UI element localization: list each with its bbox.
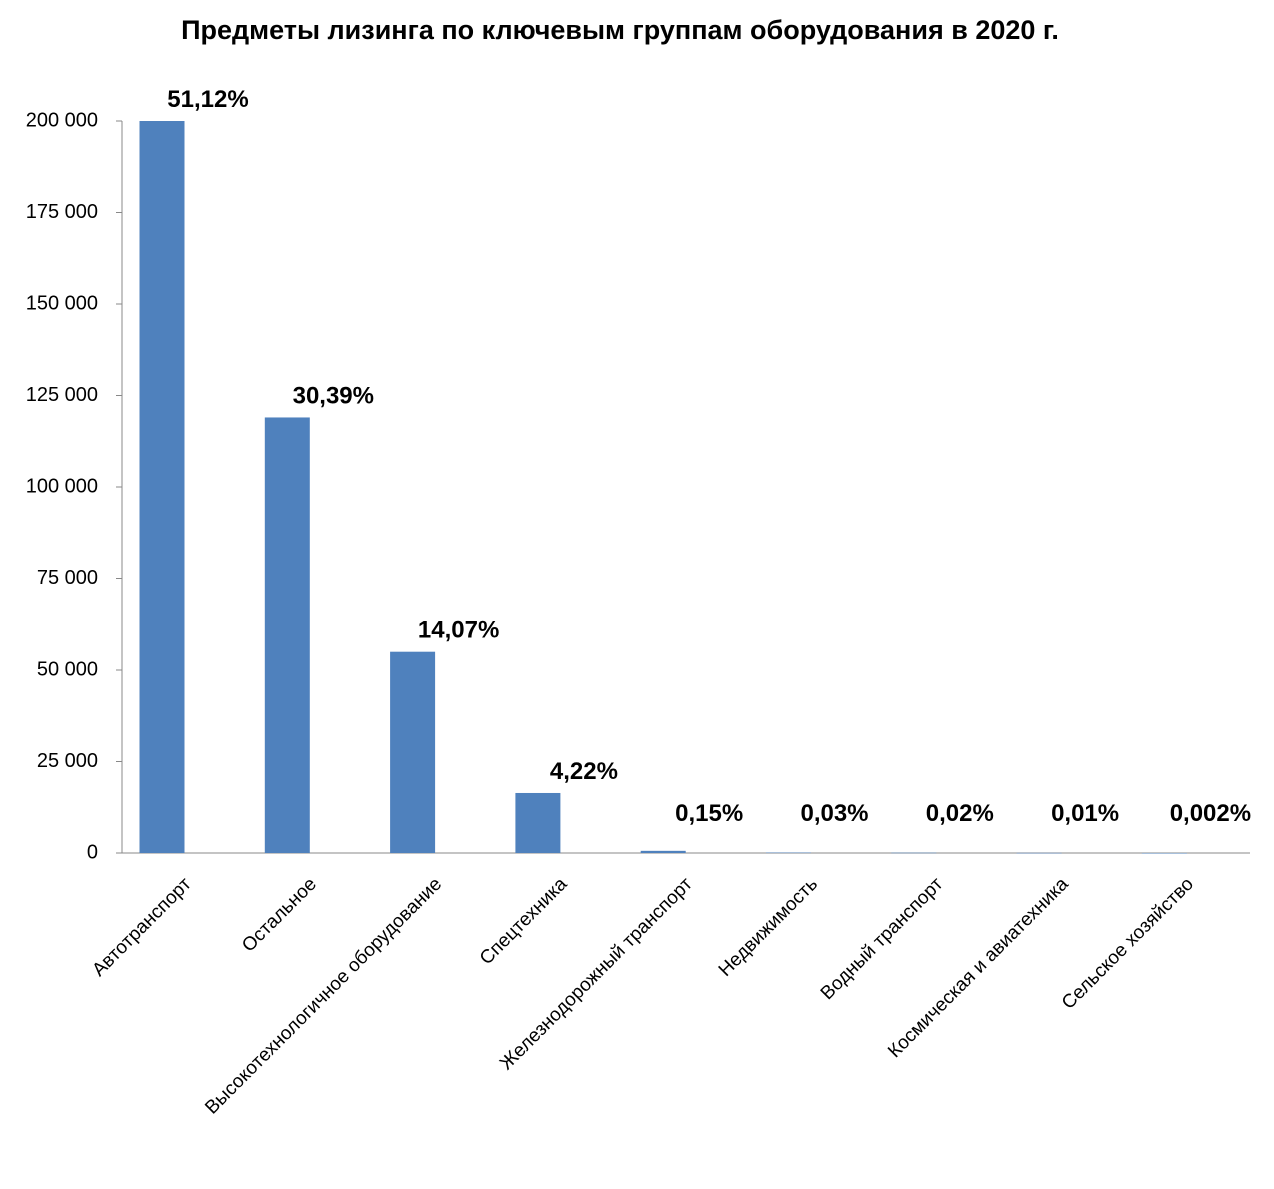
bar — [640, 850, 686, 853]
y-tick-label: 50 000 — [37, 658, 98, 680]
data-label: 4,22% — [550, 758, 618, 785]
y-tick-label: 200 000 — [26, 109, 98, 131]
bar — [515, 792, 561, 853]
y-tick-label: 150 000 — [26, 292, 98, 314]
y-tick-label: 0 — [87, 841, 98, 863]
chart-title: Предметы лизинга по ключевым группам обо… — [181, 15, 1059, 45]
data-label: 30,39% — [293, 382, 374, 409]
x-tick-label: Сельское хозяйство — [1058, 874, 1198, 1014]
x-tick-label: Водный транспорт — [817, 873, 948, 1004]
y-tick-label: 175 000 — [26, 201, 98, 223]
data-label: 51,12% — [167, 86, 248, 113]
data-label: 0,15% — [675, 800, 743, 827]
bar — [766, 852, 811, 854]
y-tick-label: 75 000 — [37, 567, 98, 589]
x-tick-label: Автотранспорт — [88, 873, 195, 980]
x-tick-label: Остальное — [238, 874, 321, 957]
data-label: 0,002% — [1170, 800, 1251, 827]
x-tick-label: Спецтехника — [476, 873, 572, 969]
bar — [264, 417, 310, 853]
data-label: 0,02% — [926, 800, 994, 827]
y-tick-label: 100 000 — [26, 475, 98, 497]
data-label: 0,03% — [800, 800, 868, 827]
data-label: 14,07% — [418, 617, 499, 644]
x-tick-label: Высокотехнологичное оборудование — [201, 874, 446, 1119]
data-label: 0,01% — [1051, 800, 1119, 827]
bar — [139, 121, 185, 853]
bar — [1016, 852, 1062, 854]
bar — [390, 651, 436, 853]
y-tick-label: 125 000 — [26, 384, 98, 406]
y-tick-label: 25 000 — [37, 750, 98, 772]
x-tick-label: Недвижимость — [715, 874, 822, 981]
bar — [891, 852, 937, 854]
bar — [1141, 852, 1187, 854]
